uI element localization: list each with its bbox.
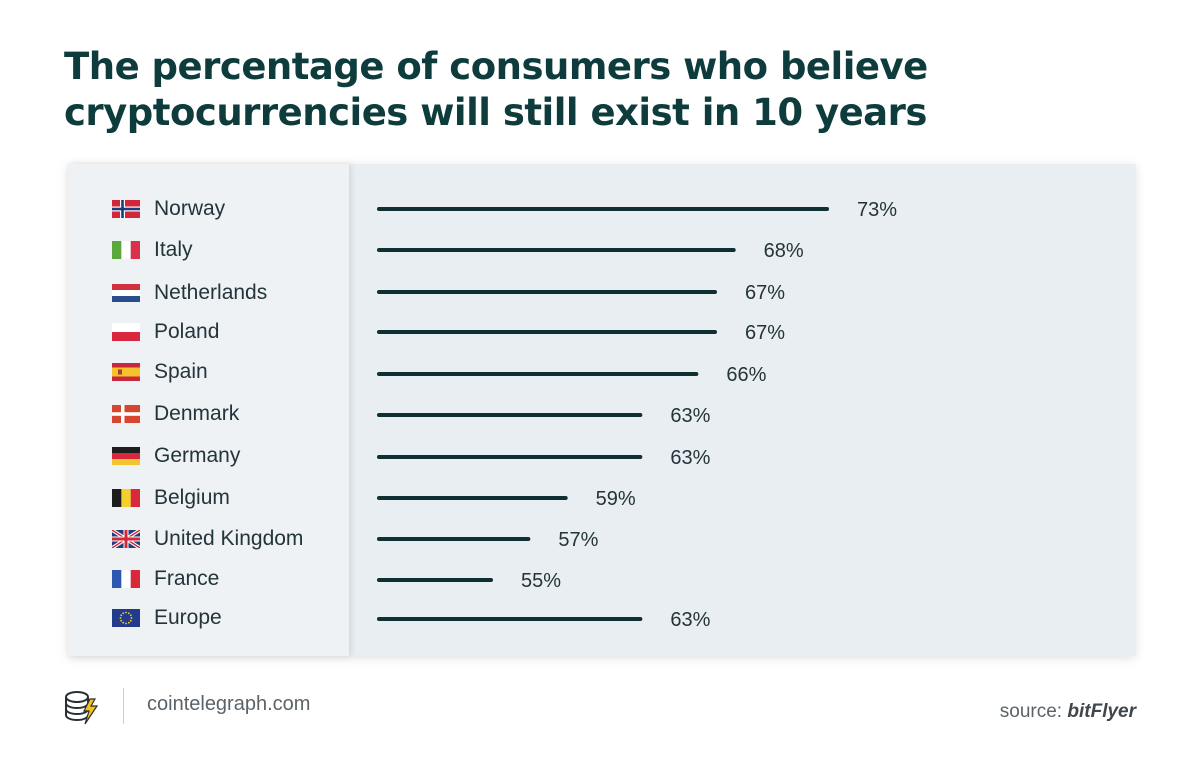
chart-title: The percentage of consumers who believe … (64, 45, 928, 134)
value-label: 73% (857, 199, 897, 221)
row-label-france: France (112, 564, 219, 594)
country-label: Poland (154, 320, 220, 343)
country-label: Germany (154, 444, 241, 467)
france-flag-icon (112, 570, 140, 588)
row-label-norway: Norway (112, 194, 225, 224)
spain-flag-icon (112, 363, 140, 381)
value-label: 55% (521, 570, 561, 592)
country-label: Netherlands (154, 281, 268, 304)
value-label: 67% (745, 282, 785, 304)
site-url[interactable]: cointelegraph.com (147, 693, 311, 715)
value-label: 63% (670, 609, 710, 631)
denmark-flag-icon (112, 405, 140, 423)
row-label-italy: Italy (112, 235, 193, 265)
value-label: 59% (596, 488, 636, 510)
bar-chart-area: 73% 68% 67% 67% 66% 63% 63% 59% 57% 55% 63% (377, 199, 897, 631)
row-label-netherlands: Netherlands (112, 278, 267, 308)
country-label: Belgium (154, 486, 230, 509)
value-label: 68% (764, 240, 804, 262)
country-label: Europe (154, 606, 222, 629)
value-label: 63% (670, 447, 710, 469)
country-label: Spain (154, 360, 208, 383)
country-label: United Kingdom (154, 527, 304, 550)
row-label-europe: Europe (112, 603, 222, 633)
country-label: Denmark (154, 402, 240, 425)
poland-flag-icon (112, 323, 140, 341)
norway-flag-icon (112, 200, 140, 218)
united-kingdom-flag-icon (112, 530, 140, 548)
source-name: bitFlyer (1067, 701, 1136, 722)
chart-panel: Norway Italy Netherlands Poland (68, 164, 1136, 656)
netherlands-flag-icon (112, 284, 140, 302)
country-label: Italy (154, 238, 193, 261)
country-label: Norway (154, 197, 226, 220)
value-label: 57% (558, 529, 598, 551)
belgium-flag-icon (112, 489, 140, 507)
source-prefix: source: (999, 701, 1063, 722)
footer-divider (123, 688, 124, 724)
value-label: 66% (726, 364, 766, 386)
italy-flag-icon (112, 241, 140, 259)
row-label-germany: Germany (112, 441, 240, 471)
country-label: France (154, 567, 220, 590)
germany-flag-icon (112, 447, 140, 465)
europe-flag-icon (112, 609, 140, 627)
row-label-spain: Spain (112, 357, 208, 387)
value-label: 63% (670, 405, 710, 427)
value-label: 67% (745, 322, 785, 344)
country-labels-column: Norway Italy Netherlands Poland (68, 164, 349, 656)
cointelegraph-logo-icon (65, 691, 99, 725)
row-label-belgium: Belgium (112, 483, 230, 513)
row-label-united-kingdom: United Kingdom (112, 524, 303, 554)
row-label-denmark: Denmark (112, 399, 239, 429)
source-credit: source: bitFlyer (1000, 701, 1136, 723)
row-label-poland: Poland (112, 317, 219, 347)
